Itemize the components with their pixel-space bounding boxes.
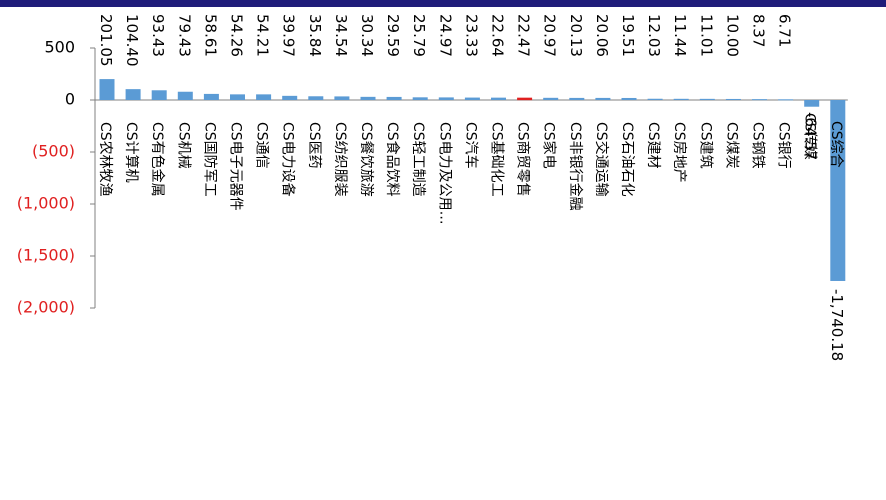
- bar: [725, 98, 741, 100]
- category-label: CS煤炭: [723, 122, 739, 169]
- y-tick-label: (500): [32, 142, 75, 161]
- category-label: CS银行: [776, 122, 792, 169]
- value-label: 58.61: [201, 14, 219, 57]
- value-label: 22.64: [489, 14, 507, 57]
- y-tick-label: (1,500): [17, 246, 75, 265]
- category-label: CS非银行金融: [567, 122, 583, 211]
- category-label: CS计算机: [123, 122, 139, 183]
- category-label: CS通信: [254, 122, 270, 169]
- bar: [386, 96, 402, 100]
- category-label: CS综合: [828, 121, 844, 168]
- bar: [125, 89, 141, 100]
- value-label: 10.00: [723, 14, 741, 57]
- category-label: CS轻工制造: [410, 122, 426, 197]
- value-label: 104.40: [123, 14, 141, 67]
- bar: [830, 100, 846, 281]
- value-label: 20.06: [593, 14, 611, 57]
- bar: [699, 98, 715, 100]
- bar: [595, 97, 611, 100]
- value-label: 6.71: [776, 14, 794, 47]
- y-tick-label: (1,000): [17, 194, 75, 213]
- category-label: CS电子元器件: [228, 122, 244, 211]
- bar: [804, 100, 820, 107]
- value-label: 20.97: [541, 14, 559, 57]
- value-label: 20.13: [567, 14, 585, 57]
- value-label: 201.05: [97, 14, 115, 67]
- category-label: CS商贸零售: [515, 122, 531, 197]
- value-label: 34.54: [332, 14, 350, 57]
- category-label: CS钢铁: [750, 122, 766, 169]
- bar: [334, 96, 350, 100]
- bar: [621, 97, 637, 100]
- bar: [412, 97, 428, 100]
- category-label: CS电力及公用…: [436, 122, 452, 225]
- value-label: 30.34: [358, 14, 376, 57]
- value-label: 29.59: [384, 14, 402, 57]
- bar: [360, 96, 376, 100]
- value-label: 23.33: [462, 14, 480, 57]
- value-label: 22.47: [515, 14, 533, 57]
- bar: [230, 94, 245, 100]
- bar: [99, 79, 115, 100]
- y-tick-label: 0: [65, 90, 75, 109]
- bar: [151, 90, 167, 100]
- value-label: 8.37: [750, 14, 768, 47]
- bar: [673, 98, 689, 100]
- value-label: 39.97: [280, 14, 298, 57]
- bar: [569, 97, 585, 100]
- y-tick-label: 500: [44, 38, 75, 57]
- bar: [308, 96, 324, 100]
- bar: [491, 97, 506, 100]
- category-label: CS餐饮旅游: [358, 122, 374, 197]
- category-label: CS食品饮料: [384, 122, 401, 197]
- value-label: 25.79: [410, 14, 428, 57]
- bar: [752, 99, 767, 101]
- category-label: CS有色金属: [149, 122, 166, 197]
- value-label: 11.01: [697, 14, 715, 57]
- bar: [464, 97, 480, 100]
- value-label: -64.57: [802, 112, 820, 160]
- y-tick-label: (2,000): [17, 298, 75, 317]
- value-label: 54.26: [228, 14, 246, 57]
- value-label: 19.51: [619, 14, 637, 57]
- value-label: 54.21: [254, 14, 272, 57]
- value-label: 24.97: [436, 14, 454, 57]
- bar: [543, 97, 559, 100]
- bar: [256, 94, 272, 100]
- bar: [177, 91, 193, 100]
- bar: [517, 97, 533, 101]
- category-label: CS建材: [645, 122, 661, 169]
- bar: [778, 99, 794, 101]
- category-label: CS基础化工: [489, 122, 506, 197]
- category-label: CS农林牧渔: [97, 122, 113, 197]
- category-label: CS房地产: [671, 122, 687, 183]
- category-label: CS石油石化: [619, 122, 635, 197]
- category-label: CS传媒: [802, 113, 818, 160]
- category-label: CS汽车: [462, 122, 479, 169]
- value-label: -1,740.18: [828, 289, 846, 361]
- category-label: CS国防军工: [201, 122, 217, 197]
- bar: [647, 98, 663, 100]
- category-label: CS医药: [306, 122, 322, 169]
- category-label: CS电力设备: [280, 122, 297, 197]
- category-label: CS纺织服装: [332, 122, 348, 197]
- value-label: 93.43: [149, 14, 167, 57]
- category-label: CS交通运输: [593, 122, 610, 197]
- top-accent-bar: [0, 0, 886, 7]
- value-label: 79.43: [175, 14, 193, 57]
- category-label: CS建筑: [697, 122, 713, 169]
- bar: [438, 97, 454, 100]
- category-label: CS家电: [541, 122, 558, 169]
- value-label: 35.84: [306, 14, 324, 57]
- bar: [203, 93, 219, 100]
- value-label: 12.03: [645, 14, 663, 57]
- bar: [282, 95, 298, 100]
- category-label: CS机械: [175, 122, 191, 169]
- value-label: 11.44: [671, 14, 689, 57]
